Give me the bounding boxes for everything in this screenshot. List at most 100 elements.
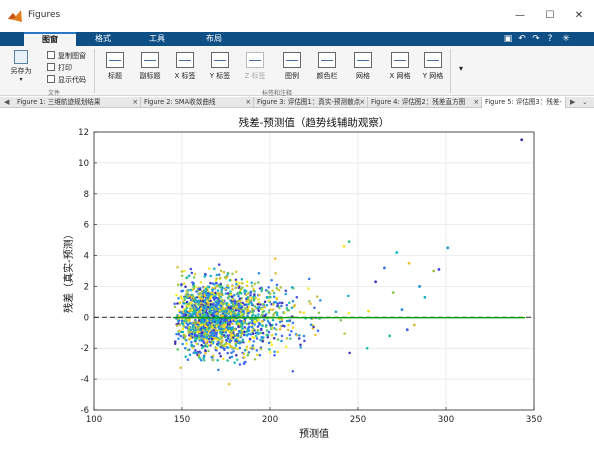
scatter-point bbox=[219, 292, 223, 296]
scatter-point bbox=[228, 278, 232, 282]
colorbar-button[interactable]: 颜色栏 bbox=[312, 52, 342, 86]
print-button[interactable]: 打印 bbox=[47, 63, 72, 73]
scatter-point bbox=[248, 337, 252, 341]
close-tab-icon[interactable]: × bbox=[132, 98, 138, 106]
scatter-point bbox=[194, 328, 197, 332]
scatter-point bbox=[280, 334, 284, 338]
scatter-point bbox=[290, 286, 294, 289]
redo-icon[interactable]: ↷ bbox=[532, 34, 540, 44]
scatter-point bbox=[215, 329, 218, 332]
scatter-point bbox=[208, 267, 211, 270]
undo-icon[interactable]: ↶ bbox=[518, 34, 526, 44]
scatter-point bbox=[246, 296, 249, 300]
scatter-point bbox=[270, 279, 273, 282]
figure-tab-label: Figure 3: 评估图1：真实-预测散点 bbox=[257, 98, 361, 106]
icon-stroke bbox=[357, 60, 369, 61]
tab-scroll-right-icon[interactable]: ▶ bbox=[570, 98, 576, 106]
scatter-point bbox=[224, 287, 227, 291]
icon-stroke bbox=[427, 60, 439, 61]
scatter-point bbox=[256, 302, 260, 306]
xlabel-button[interactable]: X 标签 bbox=[170, 52, 200, 86]
figure-tab-3[interactable]: Figure 3: 评估图1：真实-预测散点 × bbox=[254, 97, 368, 108]
scatter-point bbox=[199, 334, 203, 338]
scatter-point bbox=[183, 346, 187, 350]
scatter-point bbox=[308, 300, 311, 303]
residual-scatter-chart[interactable]: 100 150 200 250 300 350 -6 -4 -2 0 2 4 6 8 10 12 残差-预测值… bbox=[0, 109, 594, 450]
scatter-point bbox=[247, 302, 250, 306]
scatter-point bbox=[215, 308, 218, 312]
scatter-point bbox=[261, 324, 264, 328]
close-button[interactable]: ✕ bbox=[574, 10, 584, 21]
copy-figure-label: 复制图窗 bbox=[58, 52, 86, 60]
scatter-point bbox=[242, 352, 246, 356]
ygrid-button[interactable]: Y 网格 bbox=[418, 52, 448, 86]
scatter-point bbox=[205, 340, 209, 343]
scatter-point bbox=[229, 306, 232, 310]
scatter-point bbox=[266, 289, 269, 293]
scatter-point bbox=[217, 273, 221, 277]
scatter-point bbox=[192, 276, 196, 279]
scatter-point bbox=[276, 350, 279, 354]
scatter-point bbox=[224, 292, 228, 295]
scatter-point bbox=[177, 333, 181, 336]
tab-figure[interactable]: 图窗 bbox=[24, 32, 76, 46]
scatter-point bbox=[253, 282, 257, 286]
scatter-point bbox=[288, 301, 291, 305]
scatter-point bbox=[184, 335, 187, 338]
figure-tab-1[interactable]: Figure 1: 三维航迹规划结果 × bbox=[14, 97, 141, 108]
scatter-point bbox=[180, 274, 184, 278]
show-code-button[interactable]: 显示代码 bbox=[47, 75, 86, 85]
copy-figure-button[interactable]: 复制图窗 bbox=[47, 51, 86, 61]
save-quick-icon[interactable]: ▣ bbox=[503, 34, 513, 44]
figure-tab-2[interactable]: Figure 2: SMA收敛曲线 × bbox=[141, 97, 254, 108]
settings-icon[interactable]: ✳ bbox=[562, 34, 570, 44]
figure-tab-5[interactable]: Figure 5: 评估图3：残差- bbox=[482, 97, 566, 108]
figure-tab-4[interactable]: Figure 4: 评估图2：残差直方图 × bbox=[368, 97, 482, 108]
subtitle-button[interactable]: 副标题 bbox=[135, 52, 165, 86]
scatter-point bbox=[209, 311, 213, 315]
zlabel-button[interactable]: Z 标签 bbox=[240, 52, 270, 86]
scatter-point bbox=[196, 325, 200, 329]
scatter-point bbox=[200, 297, 203, 301]
scatter-point bbox=[176, 283, 180, 287]
scatter-point bbox=[263, 314, 267, 317]
scatter-point bbox=[205, 336, 209, 340]
scatter-point bbox=[181, 289, 185, 293]
title-button[interactable]: 标题 bbox=[100, 52, 130, 86]
xgrid-button[interactable]: X 网格 bbox=[385, 52, 415, 86]
close-tab-icon[interactable]: × bbox=[359, 98, 365, 106]
scatter-point bbox=[183, 337, 186, 341]
scatter-point bbox=[224, 328, 228, 332]
scatter-point bbox=[260, 289, 263, 293]
scatter-point bbox=[274, 300, 278, 304]
grid-button[interactable]: 网格 bbox=[348, 52, 378, 86]
tab-format[interactable]: 格式 bbox=[95, 34, 111, 43]
scatter-point bbox=[204, 314, 208, 317]
scatter-point bbox=[271, 289, 274, 293]
close-tab-icon[interactable]: × bbox=[473, 98, 479, 106]
scatter-point bbox=[238, 363, 242, 366]
close-tab-icon[interactable]: × bbox=[245, 98, 251, 106]
help-icon[interactable]: ? bbox=[547, 34, 553, 44]
scatter-point bbox=[203, 319, 207, 322]
scatter-point bbox=[183, 296, 186, 299]
ylabel-button[interactable]: Y 标签 bbox=[205, 52, 235, 86]
scatter-point bbox=[204, 351, 207, 355]
legend-button[interactable]: 图例 bbox=[277, 52, 307, 86]
save-as-button[interactable]: 另存为 ▾ bbox=[6, 50, 36, 88]
scatter-point bbox=[211, 320, 215, 323]
scatter-point bbox=[181, 327, 185, 331]
minimize-button[interactable]: — bbox=[515, 10, 525, 21]
scatter-point bbox=[302, 311, 306, 314]
maximize-button[interactable]: ☐ bbox=[545, 10, 555, 21]
tab-menu-icon[interactable]: ⌄ bbox=[582, 98, 588, 106]
scatter-point bbox=[175, 324, 179, 327]
scatter-point bbox=[284, 345, 288, 349]
ribbon-more-icon[interactable]: ▾ bbox=[458, 64, 463, 73]
tab-tools[interactable]: 工具 bbox=[149, 34, 165, 43]
scatter-point bbox=[222, 271, 225, 274]
tab-layout[interactable]: 布局 bbox=[206, 34, 222, 43]
scatter-point bbox=[212, 334, 216, 338]
tab-scroll-left-icon[interactable]: ◀ bbox=[4, 98, 10, 106]
scatter-point bbox=[210, 333, 214, 336]
